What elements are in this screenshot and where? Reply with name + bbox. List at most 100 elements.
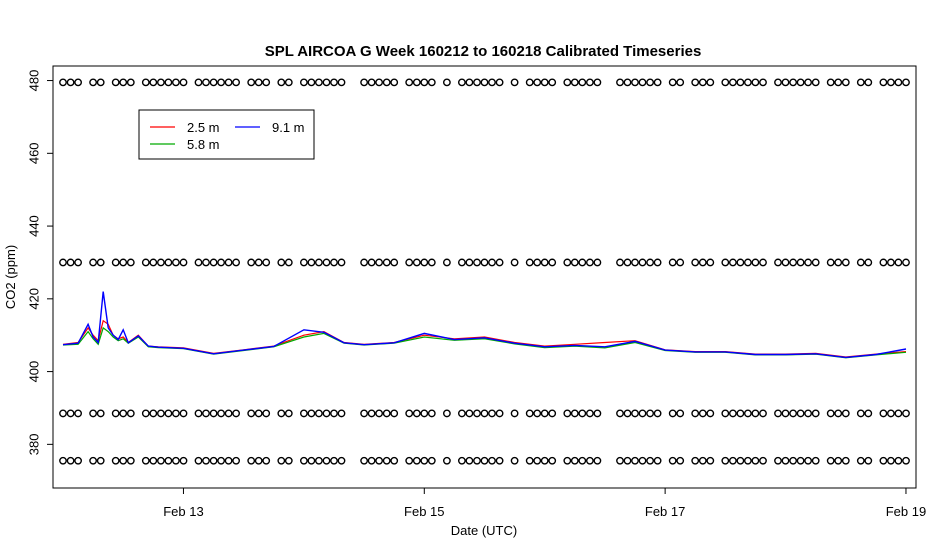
reference-marker [894, 78, 903, 87]
reference-marker [277, 409, 286, 418]
reference-marker [480, 78, 489, 87]
reference-marker [247, 258, 256, 267]
reference-marker [826, 258, 835, 267]
reference-marker [96, 456, 105, 465]
reference-marker [841, 258, 850, 267]
reference-marker [247, 409, 256, 418]
reference-marker [879, 78, 888, 87]
reference-marker [811, 258, 820, 267]
reference-marker [646, 409, 654, 418]
reference-marker [751, 456, 760, 465]
reference-marker [736, 456, 745, 465]
reference-marker [171, 456, 180, 465]
reference-marker [706, 78, 715, 87]
reference-marker [427, 409, 436, 418]
reference-marker [299, 78, 308, 87]
y-tick-label: 380 [26, 433, 41, 455]
reference-marker [856, 78, 865, 87]
reference-marker [811, 456, 820, 465]
reference-marker [586, 456, 594, 465]
reference-marker [156, 409, 165, 418]
reference-marker [570, 78, 579, 87]
reference-marker [540, 409, 549, 418]
reference-marker [360, 456, 368, 465]
reference-marker [533, 78, 542, 87]
reference-marker [390, 258, 399, 267]
reference-marker [593, 78, 602, 87]
reference-marker [668, 409, 677, 418]
reference-marker [525, 258, 534, 267]
x-tick-label: Feb 19 [886, 504, 926, 519]
reference-marker [442, 78, 451, 87]
reference-marker [156, 456, 165, 465]
reference-marker [721, 258, 730, 267]
reference-marker [796, 258, 805, 267]
reference-marker [217, 456, 226, 465]
reference-marker [653, 409, 662, 418]
reference-marker [284, 78, 293, 87]
reference-marker [322, 456, 331, 465]
reference-marker [751, 258, 760, 267]
legend-label: 9.1 m [272, 120, 305, 135]
reference-marker [691, 78, 700, 87]
legend-box [138, 109, 315, 160]
reference-marker [119, 78, 128, 87]
reference-marker [593, 258, 602, 267]
reference-marker [66, 78, 75, 87]
reference-marker [495, 409, 504, 418]
reference-marker [360, 409, 368, 418]
reference-marker [202, 456, 210, 465]
reference-marker [164, 78, 173, 87]
reference-marker [111, 409, 120, 418]
reference-marker [457, 409, 466, 418]
reference-marker [427, 456, 436, 465]
reference-marker [442, 258, 451, 267]
reference-marker [721, 409, 730, 418]
reference-marker [473, 78, 481, 87]
reference-marker [593, 409, 602, 418]
reference-marker [442, 409, 451, 418]
reference-marker [390, 409, 399, 418]
reference-marker [653, 258, 662, 267]
reference-marker [638, 456, 647, 465]
reference-marker [563, 78, 572, 87]
reference-marker [811, 78, 820, 87]
reference-marker [390, 78, 399, 87]
reference-marker [631, 78, 639, 87]
reference-marker [126, 456, 135, 465]
reference-marker [217, 409, 226, 418]
x-tick-label: Feb 15 [404, 504, 444, 519]
reference-marker [307, 456, 316, 465]
reference-marker [578, 409, 587, 418]
reference-marker [307, 258, 316, 267]
reference-marker [209, 258, 218, 267]
reference-marker [902, 409, 910, 418]
reference-marker [593, 456, 602, 465]
reference-marker [834, 258, 843, 267]
reference-marker [495, 78, 504, 87]
reference-marker [442, 456, 451, 465]
reference-marker [510, 456, 519, 465]
reference-marker [96, 409, 105, 418]
reference-marker [284, 409, 293, 418]
reference-marker [774, 258, 782, 267]
reference-marker [262, 409, 271, 418]
reference-marker [488, 456, 496, 465]
reference-marker [804, 409, 812, 418]
reference-marker [179, 409, 188, 418]
reference-marker [390, 456, 399, 465]
reference-marker [721, 456, 730, 465]
reference-marker [405, 456, 414, 465]
reference-marker [194, 409, 203, 418]
reference-marker [194, 456, 203, 465]
reference-marker [277, 78, 286, 87]
reference-marker [811, 409, 820, 418]
reference-marker [156, 258, 165, 267]
reference-marker [412, 456, 421, 465]
reference-marker [691, 258, 700, 267]
reference-marker [277, 258, 286, 267]
reference-marker [74, 409, 83, 418]
reference-marker [254, 456, 263, 465]
reference-marker [533, 258, 542, 267]
